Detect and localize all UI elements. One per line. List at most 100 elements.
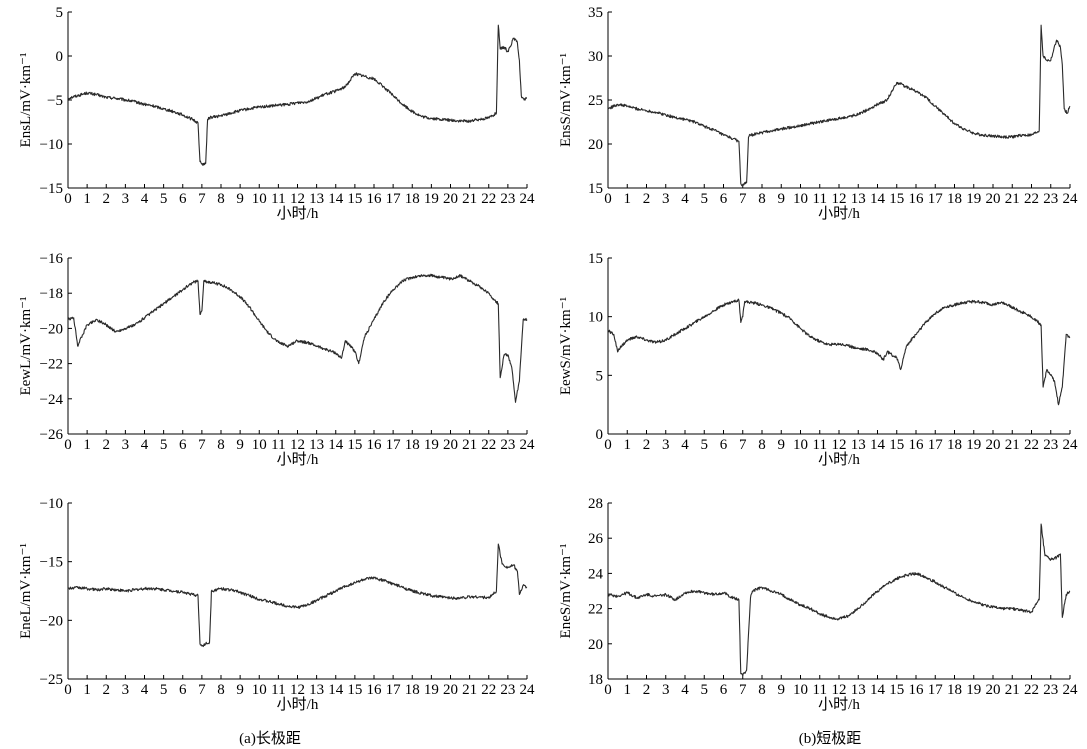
y-tick-label: 24 [588,566,604,582]
x-tick-label: 6 [179,437,187,453]
x-tick-label: 0 [64,437,72,453]
x-tick-label: 7 [739,437,747,453]
x-tick-label: 19 [966,191,981,207]
chart-panel-3: −26−24−22−20−18−160 1 2 3 4 5 6 7 8 9 10 11 12 13 14 15… [18,251,535,468]
x-axis-title: 小时/h [818,451,860,468]
x-tick-label: 19 [966,437,981,453]
y-tick-label: 0 [56,49,64,65]
x-tick-label: 10 [793,682,808,698]
x-tick-label: 23 [500,682,515,698]
x-tick-label: 1 [83,437,91,453]
x-tick-label: 22 [1024,437,1039,453]
x-tick-label: 17 [928,682,944,698]
x-tick-label: 9 [236,682,244,698]
x-tick-label: 4 [681,191,689,207]
x-tick-label: 15 [347,191,362,207]
x-tick-label: 15 [347,682,362,698]
x-tick-label: 3 [662,682,670,698]
y-axis-title: EewL/mV·km⁻¹ [18,296,34,395]
x-tick-label: 16 [367,437,383,453]
x-tick-label: 14 [328,682,344,698]
x-tick-label: 16 [909,682,925,698]
y-tick-label: 10 [588,310,603,326]
x-tick-label: 24 [1063,682,1079,698]
x-axis-title: 小时/h [818,696,860,713]
data-series-line [607,298,1071,406]
y-tick-label: −16 [40,251,64,267]
x-axis-title: 小时/h [818,205,860,222]
x-tick-label: 6 [720,437,728,453]
x-tick-label: 18 [405,682,420,698]
x-tick-label: 22 [1024,682,1039,698]
x-tick-label: 11 [271,682,285,698]
y-tick-label: −25 [40,672,63,688]
y-axis-title: EneS/mV·km⁻¹ [558,544,574,639]
data-series-line [67,543,528,648]
x-tick-label: 10 [252,437,267,453]
x-tick-label: 5 [160,682,168,698]
x-tick-label: 18 [405,437,420,453]
x-tick-label: 12 [832,437,847,453]
x-tick-label: 15 [889,191,904,207]
x-tick-label: 12 [832,682,847,698]
x-tick-label: 17 [386,191,402,207]
x-tick-label: 1 [83,191,91,207]
y-tick-label: −10 [40,496,63,512]
x-tick-label: 18 [405,191,420,207]
x-tick-label: 8 [217,437,225,453]
x-tick-label: 19 [424,682,439,698]
x-tick-label: 16 [909,437,925,453]
x-tick-label: 2 [103,682,111,698]
x-tick-label: 11 [271,191,285,207]
x-tick-label: 17 [386,437,402,453]
x-tick-label: 10 [793,437,808,453]
x-tick-label: 24 [520,191,536,207]
y-tick-label: −5 [47,93,63,109]
x-tick-label: 13 [851,437,866,453]
y-tick-label: 15 [588,181,603,197]
x-tick-label: 22 [481,682,496,698]
x-tick-label: 14 [870,682,886,698]
x-axis-title: 小时/h [277,696,319,713]
x-tick-label: 18 [947,682,962,698]
x-tick-label: 4 [141,682,149,698]
y-tick-label: −20 [40,321,63,337]
x-tick-label: 19 [424,437,439,453]
x-tick-label: 4 [141,191,149,207]
x-tick-label: 20 [443,191,458,207]
x-tick-label: 16 [367,682,383,698]
x-tick-label: 14 [328,191,344,207]
y-tick-label: 5 [596,368,604,384]
x-tick-label: 6 [720,682,728,698]
x-tick-label: 9 [778,682,786,698]
x-tick-label: 12 [290,437,305,453]
x-tick-label: 2 [643,682,651,698]
x-tick-label: 1 [624,682,632,698]
x-tick-label: 23 [500,437,515,453]
y-axis-title: EneL/mV·km⁻¹ [18,543,34,639]
x-tick-label: 21 [1005,682,1020,698]
x-tick-label: 10 [252,682,267,698]
x-tick-label: 8 [758,191,766,207]
x-tick-label: 2 [103,191,111,207]
x-tick-label: 17 [928,191,944,207]
x-axis-title: 小时/h [277,451,319,468]
x-tick-label: 7 [739,191,747,207]
x-tick-label: 12 [290,682,305,698]
x-tick-label: 8 [217,191,225,207]
y-tick-label: 18 [588,672,603,688]
x-tick-label: 8 [217,682,225,698]
x-tick-label: 24 [1063,437,1079,453]
x-tick-label: 2 [643,191,651,207]
y-tick-label: 15 [588,251,603,267]
x-tick-label: 2 [643,437,651,453]
y-tick-label: −26 [40,427,64,443]
x-tick-label: 19 [966,682,981,698]
y-tick-label: −15 [40,181,63,197]
y-axis-title: EnsS/mV·km⁻¹ [558,53,574,147]
x-tick-label: 10 [793,191,808,207]
y-tick-label: 22 [588,602,603,618]
